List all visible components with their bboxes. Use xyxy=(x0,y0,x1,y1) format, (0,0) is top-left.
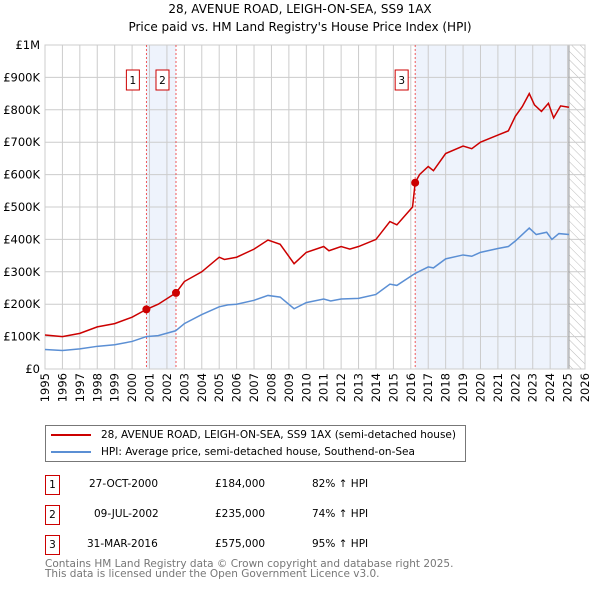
y-tick-label: £900K xyxy=(3,70,40,84)
sale-point xyxy=(171,288,180,297)
property-line xyxy=(44,91,570,338)
chart-subtitle: Price paid vs. HM Land Registry's House … xyxy=(128,20,472,34)
x-tick-label: 2014 xyxy=(369,373,383,402)
footer-licence: This data is licensed under the Open Gov… xyxy=(45,568,380,580)
x-tick-label: 2025 xyxy=(561,373,575,402)
chart-title: 28, AVENUE ROAD, LEIGH-ON-SEA, SS9 1AX xyxy=(168,2,432,16)
y-tick-label: £600K xyxy=(3,168,40,182)
sale-date: 27-OCT-2000 xyxy=(89,478,158,490)
x-tick-label: 2010 xyxy=(299,373,313,402)
x-tick-label: 2012 xyxy=(334,373,348,402)
x-tick-label: 2013 xyxy=(352,373,366,402)
footer-copyright: Contains HM Land Registry data © Crown c… xyxy=(45,558,454,570)
sale-point xyxy=(411,178,420,187)
sale-price: £184,000 xyxy=(215,478,266,490)
x-tick-label: 2007 xyxy=(247,373,261,402)
y-tick-label: £500K xyxy=(3,200,40,214)
x-tick-label: 1998 xyxy=(90,373,104,402)
legend-swatch-property xyxy=(51,434,91,436)
x-tick-label: 2024 xyxy=(543,373,557,402)
sale-marker: 1 xyxy=(45,475,60,495)
y-tick-label: £300K xyxy=(3,265,40,279)
sale-marker: 3 xyxy=(45,535,60,555)
x-tick-label: 2006 xyxy=(230,373,244,402)
x-tick-label: 2023 xyxy=(526,373,540,402)
x-tick-label: 1999 xyxy=(108,373,122,402)
x-tick-label: 2004 xyxy=(195,373,209,402)
sale-hpi: 74% ↑ HPI xyxy=(312,508,369,520)
x-tick-label: 2021 xyxy=(491,373,505,402)
legend-label-property: 28, AVENUE ROAD, LEIGH-ON-SEA, SS9 1AX (… xyxy=(101,429,456,441)
x-tick-label: 2008 xyxy=(264,373,278,402)
sale-price: £235,000 xyxy=(215,508,266,520)
sale-hpi: 95% ↑ HPI xyxy=(312,538,369,550)
x-tick-label: 2003 xyxy=(177,373,191,402)
sale-hpi: 82% ↑ HPI xyxy=(312,478,369,490)
x-tick-label: 2005 xyxy=(212,373,226,402)
y-tick-label: £700K xyxy=(3,135,40,149)
hpi-line xyxy=(44,227,570,352)
sale-marker: 2 xyxy=(45,505,60,525)
sale-price: £575,000 xyxy=(215,538,266,550)
legend: 28, AVENUE ROAD, LEIGH-ON-SEA, SS9 1AX (… xyxy=(45,425,466,462)
sale-date: 09-JUL-2002 xyxy=(94,508,159,520)
sale-row-2: 2 09-JUL-2002 £235,000 74% ↑ HPI xyxy=(45,505,465,525)
sale-label: 1 xyxy=(130,75,137,87)
x-tick-label: 2015 xyxy=(386,373,400,402)
x-tick-label: 1997 xyxy=(73,373,87,402)
sale-label-box xyxy=(155,69,170,91)
footer: Contains HM Land Registry data © Crown c… xyxy=(45,558,454,580)
sale-row-1: 1 27-OCT-2000 £184,000 82% ↑ HPI xyxy=(45,475,465,495)
x-tick-label: 2026 xyxy=(578,373,592,402)
sale-point xyxy=(142,305,151,314)
x-tick-label: 1996 xyxy=(55,373,69,402)
x-tick-label: 2000 xyxy=(125,373,139,402)
chart: 1995 1996 1997 1998 1999 2000 2001 2002 2003 2004… xyxy=(3,38,592,402)
sale-label: 3 xyxy=(398,75,405,87)
sale-label-box xyxy=(125,69,140,91)
y-tick-label: £1M xyxy=(15,38,40,52)
sale-label: 2 xyxy=(159,75,166,87)
x-tick-label: 2019 xyxy=(456,373,470,402)
y-tick-label: £200K xyxy=(3,297,40,311)
y-tick-label: £800K xyxy=(3,103,40,117)
sale-row-3: 3 31-MAR-2016 £575,000 95% ↑ HPI xyxy=(45,535,465,555)
y-tick-label: £400K xyxy=(3,232,40,246)
sale-date: 31-MAR-2016 xyxy=(87,538,158,550)
x-tick-label: 2001 xyxy=(143,373,157,402)
x-tick-label: 2017 xyxy=(421,373,435,402)
x-tick-label: 1995 xyxy=(38,373,52,402)
y-tick-label: £100K xyxy=(3,330,40,344)
x-tick-label: 2002 xyxy=(160,373,174,402)
legend-label-hpi: HPI: Average price, semi-detached house,… xyxy=(101,446,415,458)
plot-border xyxy=(44,44,586,370)
x-tick-label: 2011 xyxy=(317,373,331,402)
y-tick-label: £0 xyxy=(25,362,40,376)
x-tick-label: 2009 xyxy=(282,373,296,402)
x-tick-label: 2020 xyxy=(473,373,487,402)
x-tick-label: 2022 xyxy=(508,373,522,402)
sale-label-box xyxy=(394,69,409,91)
x-tick-label: 2018 xyxy=(439,373,453,402)
x-tick-label: 2016 xyxy=(404,373,418,402)
legend-swatch-hpi xyxy=(51,451,91,453)
